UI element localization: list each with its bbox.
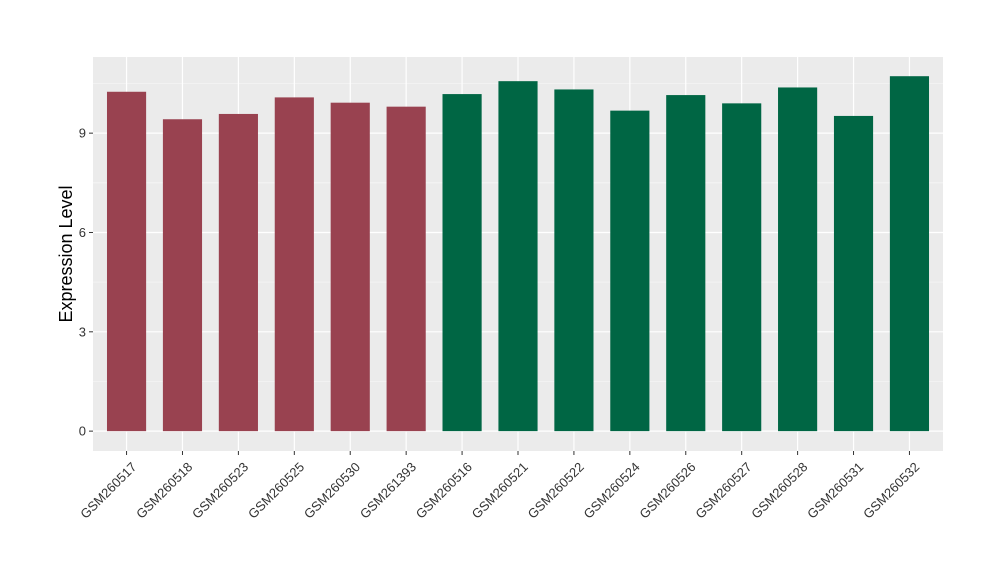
x-tick-label: GSM260523 [189,459,251,521]
x-tick-label: GSM260521 [469,459,531,521]
y-tick-label: 9 [79,126,86,141]
y-tick-label: 0 [79,424,86,439]
bar-GSM261393 [386,106,426,432]
x-tick-label: GSM260532 [860,459,922,521]
bar-GSM260522 [554,89,594,432]
bar-GSM260523 [218,113,258,432]
x-tick-label: GSM260526 [636,459,698,521]
x-tick-label: GSM260522 [525,459,587,521]
bar-GSM260532 [889,76,930,432]
bar-GSM260527 [722,103,762,432]
bar-GSM260521 [498,81,538,432]
y-tick-label: 3 [79,324,86,339]
x-tick-label: GSM260531 [804,459,866,521]
x-tick-label: GSM261393 [357,459,419,521]
x-tick-label: GSM260525 [245,459,307,521]
y-tick-label: 6 [79,225,86,240]
x-tick-label: GSM260530 [301,459,363,521]
bar-GSM260528 [778,87,818,432]
bar-GSM260517 [106,91,147,432]
bar-GSM260524 [610,110,650,432]
x-tick-label: GSM260517 [77,459,139,521]
x-tick-label: GSM260524 [581,459,643,521]
y-axis: 0 3 6 9 [79,126,93,439]
bar-GSM260531 [833,115,874,432]
bar-GSM260530 [330,102,370,432]
bar-GSM260526 [666,95,706,432]
x-tick-label: GSM260516 [413,459,475,521]
bar-GSM260516 [442,94,482,432]
x-axis: GSM260517GSM260518GSM260523GSM260525GSM2… [77,451,922,522]
bar-GSM260525 [274,97,314,432]
x-tick-label: GSM260528 [748,459,810,521]
x-tick-label: GSM260518 [133,459,195,521]
bars [106,76,930,432]
y-axis-title: Expression Level [56,185,76,322]
x-tick-label: GSM260527 [692,459,754,521]
bar-GSM260518 [162,119,203,432]
